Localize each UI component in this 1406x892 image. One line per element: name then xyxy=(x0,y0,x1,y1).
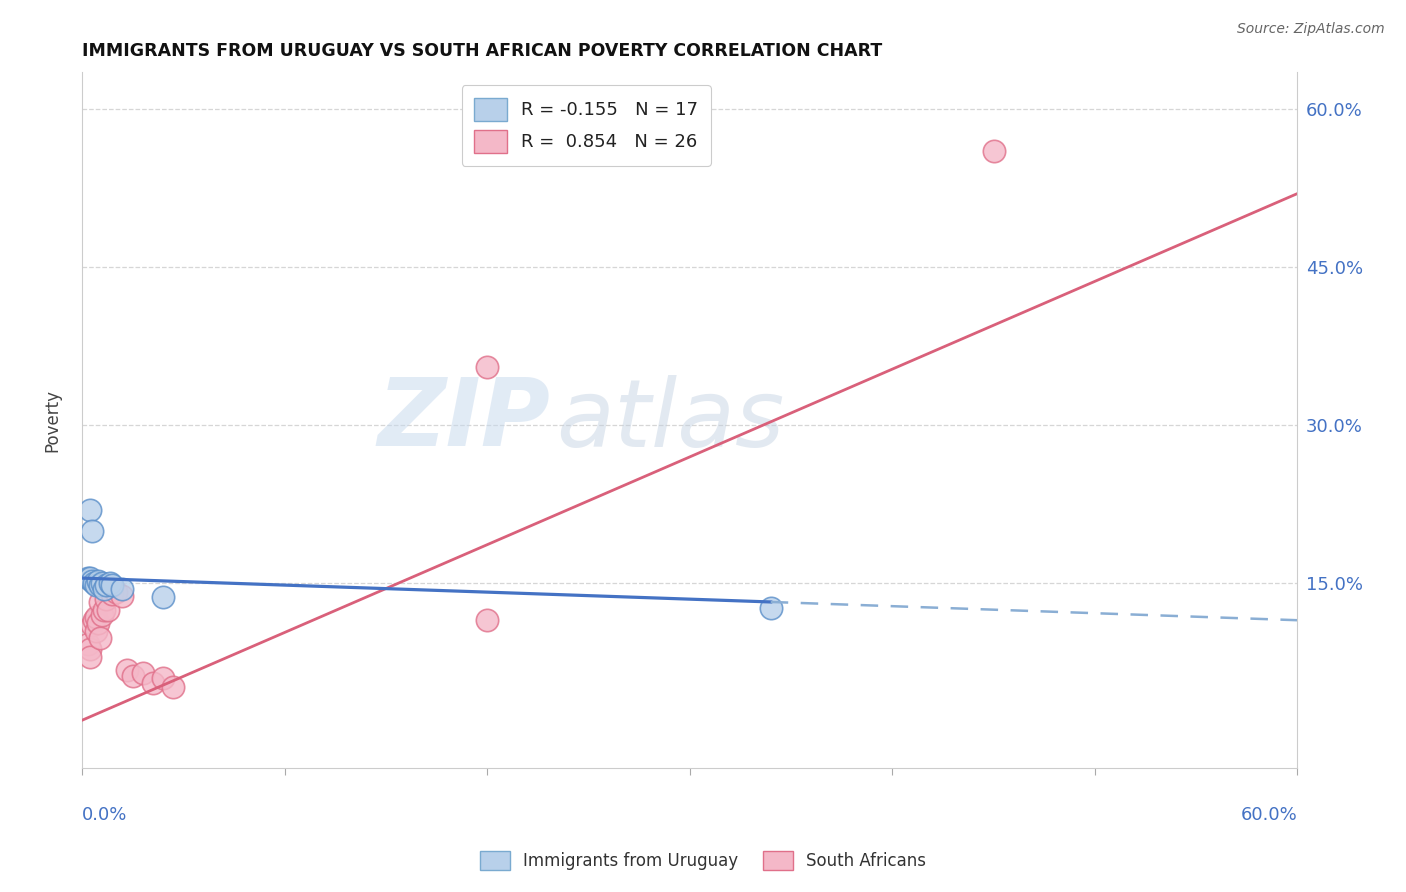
Text: 60.0%: 60.0% xyxy=(1240,806,1298,824)
Point xyxy=(111,582,134,596)
Text: 0.0%: 0.0% xyxy=(82,806,128,824)
Point xyxy=(91,607,114,622)
Legend: Immigrants from Uruguay, South Africans: Immigrants from Uruguay, South Africans xyxy=(472,844,934,877)
Point xyxy=(80,524,103,538)
Point xyxy=(91,576,114,591)
Point xyxy=(84,610,107,624)
Point xyxy=(80,574,103,589)
Point xyxy=(87,616,110,631)
Point xyxy=(87,574,110,589)
Point xyxy=(105,584,128,599)
Point xyxy=(162,680,184,694)
Point xyxy=(77,571,100,585)
Point xyxy=(98,576,121,591)
Y-axis label: Poverty: Poverty xyxy=(44,389,60,451)
Point xyxy=(983,145,1005,159)
Point xyxy=(111,589,134,603)
Point xyxy=(475,613,498,627)
Point xyxy=(93,603,115,617)
Point xyxy=(142,676,165,690)
Point xyxy=(79,641,101,656)
Point xyxy=(80,618,103,632)
Point xyxy=(152,590,174,604)
Point xyxy=(84,578,107,592)
Point xyxy=(89,595,111,609)
Point xyxy=(475,360,498,375)
Point xyxy=(115,663,138,677)
Point xyxy=(77,637,100,651)
Point xyxy=(132,665,155,680)
Point xyxy=(759,600,782,615)
Text: atlas: atlas xyxy=(555,375,785,466)
Point xyxy=(101,578,124,592)
Point xyxy=(84,624,107,638)
Point xyxy=(89,578,111,592)
Point xyxy=(83,576,105,591)
Point xyxy=(89,631,111,645)
Point xyxy=(79,650,101,665)
Point xyxy=(96,592,118,607)
Text: ZIP: ZIP xyxy=(377,374,550,466)
Point xyxy=(79,502,101,516)
Point xyxy=(101,587,124,601)
Text: Source: ZipAtlas.com: Source: ZipAtlas.com xyxy=(1237,22,1385,37)
Point xyxy=(93,582,115,596)
Point xyxy=(121,669,143,683)
Point xyxy=(83,613,105,627)
Point xyxy=(79,571,101,585)
Point xyxy=(152,671,174,685)
Legend: R = -0.155   N = 17, R =  0.854   N = 26: R = -0.155 N = 17, R = 0.854 N = 26 xyxy=(461,85,711,166)
Text: IMMIGRANTS FROM URUGUAY VS SOUTH AFRICAN POVERTY CORRELATION CHART: IMMIGRANTS FROM URUGUAY VS SOUTH AFRICAN… xyxy=(82,42,882,60)
Point xyxy=(96,578,118,592)
Point xyxy=(97,603,120,617)
